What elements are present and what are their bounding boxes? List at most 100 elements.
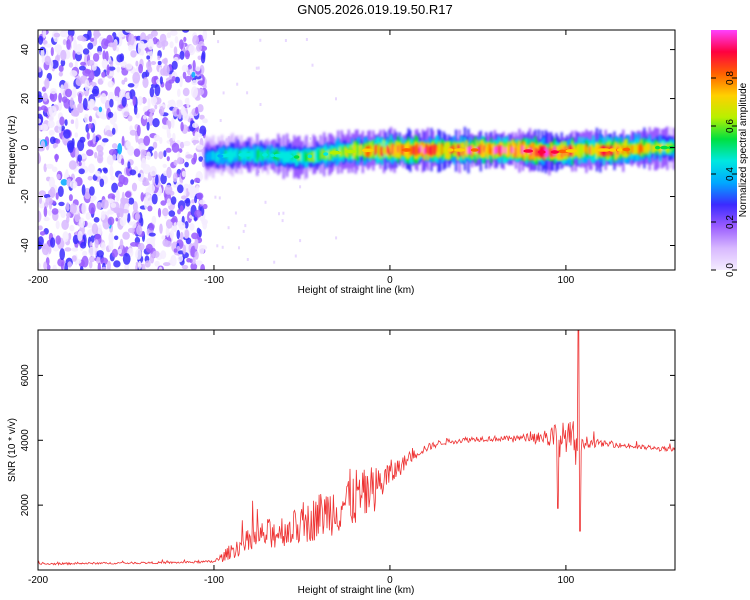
signal-band-cell xyxy=(481,145,484,157)
signal-band-cell xyxy=(418,147,421,154)
noise-speckle xyxy=(66,212,71,218)
noise-speckle xyxy=(104,99,111,111)
noise-speckle xyxy=(147,66,153,73)
noise-speckle xyxy=(197,133,203,138)
signal-band-cell xyxy=(493,146,496,155)
signal-band-cell xyxy=(206,151,210,163)
signal-band-cell xyxy=(233,149,236,158)
signal-band-cell xyxy=(379,146,382,156)
noise-speckle xyxy=(195,185,200,195)
noise-speckle xyxy=(57,258,65,267)
signal-band-cell xyxy=(477,146,481,154)
noise-speck xyxy=(281,219,284,223)
signal-band-cell xyxy=(483,145,486,153)
noise-speckle xyxy=(194,75,202,80)
noise-speckle xyxy=(183,36,187,42)
signal-band-cell xyxy=(507,145,510,156)
noise-speckle xyxy=(171,60,178,70)
noise-speckle xyxy=(43,261,48,270)
colorbar-tick-label: 0.4 xyxy=(725,167,736,181)
noise-speckle xyxy=(69,180,78,189)
signal-band-cell xyxy=(258,150,261,158)
noise-speckle xyxy=(65,202,70,212)
signal-band-cell xyxy=(393,145,396,157)
noise-speck xyxy=(221,245,224,249)
signal-hotspot xyxy=(238,153,244,157)
y-tick-label: -20 xyxy=(20,189,31,204)
signal-band-cell xyxy=(433,144,437,156)
x-tick-label: 100 xyxy=(558,275,575,286)
chart-title: GN05.2026.019.19.50.R17 xyxy=(297,2,453,17)
noise-speck xyxy=(273,260,276,264)
x-tick-label: 0 xyxy=(387,575,393,586)
signal-band-cell xyxy=(437,147,440,155)
noise-speckle xyxy=(160,200,167,206)
x-tick-label: -200 xyxy=(28,575,48,586)
noise-speckle xyxy=(183,186,187,199)
noise-speckle xyxy=(171,117,175,129)
noise-speck xyxy=(227,226,230,230)
noise-speckle xyxy=(43,163,47,173)
noise-speckle xyxy=(129,169,137,176)
signal-band-cell xyxy=(532,147,535,158)
noise-speckle xyxy=(187,64,192,70)
noise-speck xyxy=(257,66,260,70)
noise-speckle xyxy=(121,158,125,166)
noise-speckle xyxy=(179,50,185,60)
noise-speckle xyxy=(157,60,162,66)
noise-speckle xyxy=(94,239,99,249)
signal-hotspot xyxy=(243,153,253,157)
noise-speckle xyxy=(78,65,86,71)
noise-speckle xyxy=(125,140,131,149)
signal-hotspot xyxy=(217,154,224,158)
noise-speckle xyxy=(179,231,184,240)
signal-band-cell xyxy=(266,149,269,158)
noise-speckle xyxy=(75,43,83,55)
noise-speckle xyxy=(111,127,116,135)
noise-speckle xyxy=(170,254,177,267)
noise-speckle xyxy=(171,142,180,153)
signal-hotspot xyxy=(622,147,631,152)
noise-speckle xyxy=(102,138,109,143)
noise-speckle xyxy=(79,136,86,143)
noise-speckle xyxy=(185,154,194,159)
snr-frame xyxy=(37,329,676,571)
x-tick-label: -100 xyxy=(204,575,224,586)
noise-speckle xyxy=(88,260,93,269)
noise-speckle xyxy=(72,234,79,245)
noise-speckle xyxy=(54,44,62,53)
noise-speckle xyxy=(197,80,205,86)
noise-speckle xyxy=(182,111,187,117)
signal-band-cell xyxy=(428,146,431,155)
noise-speckle xyxy=(92,133,96,145)
noise-speck xyxy=(335,97,337,101)
colorbar-label: Normalized spectral amplitude xyxy=(738,82,749,217)
signal-band-cell xyxy=(421,145,424,154)
noise-speckle xyxy=(152,250,160,258)
noise-speckle xyxy=(191,157,197,165)
noise-speckle xyxy=(137,96,143,106)
noise-speckle xyxy=(134,212,140,221)
signal-band-cell xyxy=(330,150,333,160)
noise-speckle xyxy=(147,33,154,40)
noise-speckle xyxy=(149,112,153,119)
noise-speckle xyxy=(100,141,106,147)
noise-speckle xyxy=(182,71,187,80)
noise-speckle xyxy=(77,103,82,111)
noise-speck xyxy=(259,38,262,42)
noise-speckle xyxy=(55,220,60,230)
noise-speckle xyxy=(60,179,68,186)
noise-speckle xyxy=(115,189,120,202)
signal-band-cell xyxy=(587,146,590,154)
noise-speckle xyxy=(128,197,135,205)
noise-speckle xyxy=(184,229,190,239)
noise-speckle xyxy=(142,115,147,120)
noise-speckle xyxy=(149,165,157,177)
noise-speckle xyxy=(107,209,113,215)
noise-speckle xyxy=(119,216,127,227)
noise-speckle xyxy=(157,55,161,61)
signal-band-cell xyxy=(360,143,363,156)
noise-speckle xyxy=(65,88,72,98)
noise-speckle xyxy=(96,201,102,210)
noise-speckle xyxy=(199,125,207,137)
